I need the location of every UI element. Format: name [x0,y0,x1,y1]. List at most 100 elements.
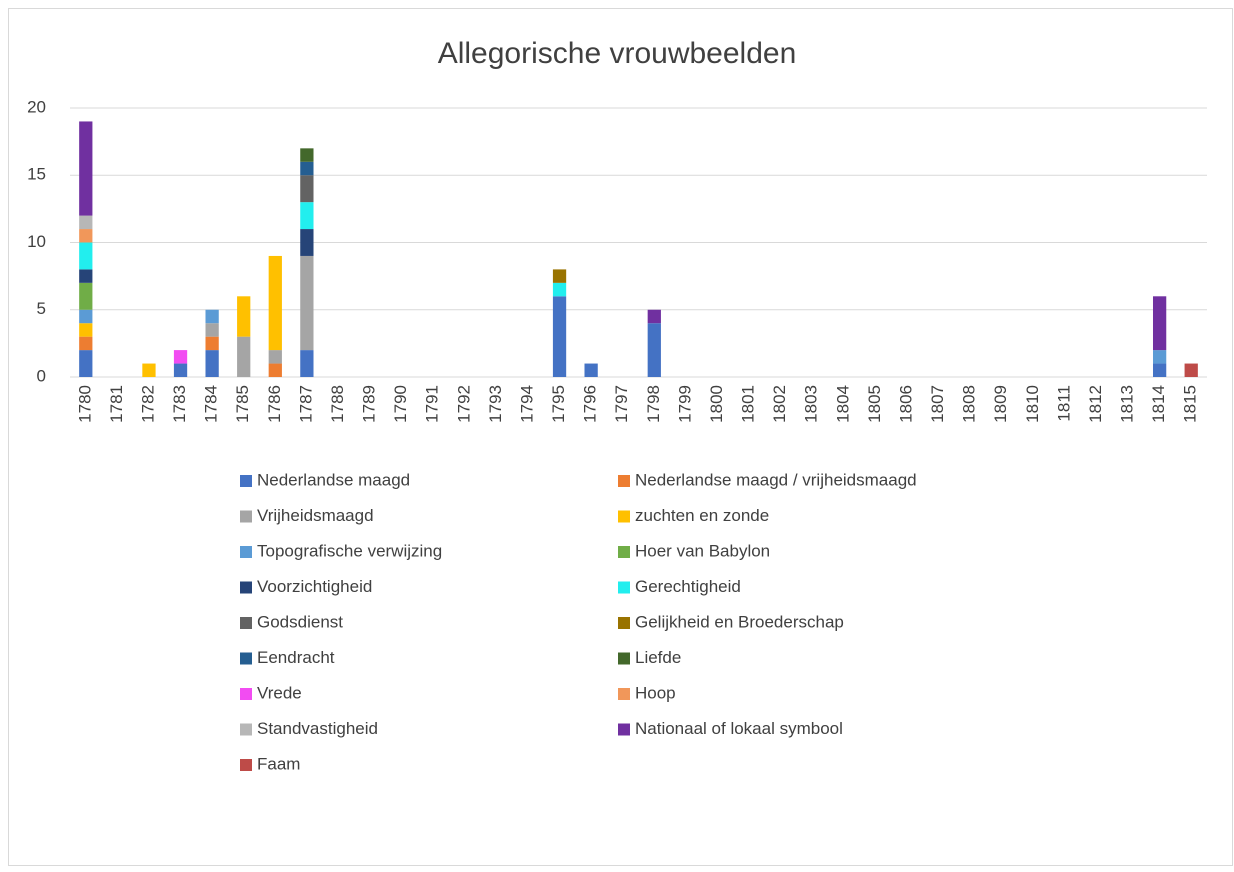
bar-segment [142,363,156,377]
legend-swatch [240,652,252,665]
x-tick-label: 1803 [802,385,821,423]
x-tick-label: 1812 [1086,385,1105,423]
bar-segment [1152,363,1167,377]
bar-segment [237,296,251,337]
x-tick-label: 1781 [107,385,126,423]
bar-segment [205,350,219,377]
x-tick-label: 1789 [360,385,379,423]
bar-segment [1152,350,1167,364]
x-tick-label: 1809 [991,385,1010,423]
y-tick-label: 20 [27,97,46,116]
x-tick-label: 1786 [265,385,284,423]
bar-segment [268,350,282,364]
x-tick-label: 1792 [454,385,473,423]
bar-segment [79,121,93,216]
bar-segment [300,350,314,377]
x-tick-label: 1804 [833,385,852,423]
legend-swatch [240,759,252,771]
bar-segment [1152,296,1167,351]
legend-swatch [240,510,252,523]
bar-segment [300,255,314,351]
x-tick-label: 1785 [233,385,252,423]
x-tick-label: 1799 [675,385,694,423]
x-tick-label: 1787 [296,385,315,423]
legend-label: Topografische verwijzing [257,541,442,560]
legend-label: Standvastigheid [257,719,378,738]
bar-segment [647,309,661,324]
bar-segment [205,323,219,337]
bar-segment [79,215,93,230]
chart-title: Allegorische vrouwbeelden [438,37,797,70]
x-tick-label: 1810 [1023,385,1042,423]
x-tick-label: 1794 [517,385,536,423]
y-tick-label: 15 [27,165,46,184]
x-tick-label: 1815 [1181,385,1200,423]
legend-swatch [618,617,630,629]
bar-segment [300,148,314,162]
chart-border [8,8,1233,866]
bar-segment [205,336,219,351]
legend-label: zuchten en zonde [635,506,769,525]
x-tick-label: 1811 [1054,385,1073,422]
legend-label: Eendracht [257,648,335,667]
bar-segment [79,242,93,270]
bar-segment [79,269,93,283]
legend-label: Nederlandse maagd / vrijheidsmaagd [635,470,917,489]
bar-segment [79,336,93,351]
legend-label: Faam [257,754,300,773]
x-tick-label: 1795 [549,385,568,423]
bar-segment [79,282,93,310]
legend-swatch [618,581,630,594]
bar-segment [237,336,251,377]
x-tick-label: 1784 [202,385,221,423]
x-tick-label: 1783 [170,385,189,423]
bar-segment [1184,363,1198,377]
legend-swatch [618,652,630,665]
y-tick-label: 5 [37,299,46,318]
bar-segment [173,350,188,364]
legend-label: Gerechtigheid [635,577,741,596]
bar-segment [300,202,314,230]
legend-swatch [240,617,252,629]
x-tick-label: 1806 [896,385,915,423]
bar-segment [552,269,567,283]
bar-segment [300,229,314,256]
x-tick-label: 1801 [739,385,758,423]
legend-swatch [618,688,630,700]
legend-swatch [240,723,252,736]
x-tick-label: 1800 [707,385,726,423]
legend-swatch [618,510,630,523]
legend-label: Godsdienst [257,612,343,631]
x-tick-label: 1780 [75,385,94,423]
bar-segment [79,309,93,324]
legend-swatch [240,688,252,700]
x-tick-label: 1796 [581,385,600,423]
legend-swatch [240,546,252,558]
legend-label: Nederlandse maagd [257,470,410,489]
bar-segment [552,296,567,377]
legend-swatch [618,475,630,487]
x-tick-label: 1813 [1118,385,1137,423]
legend-label: Liefde [635,648,681,667]
y-tick-label: 0 [37,366,46,385]
bar-segment [173,363,188,377]
legend-swatch [618,546,630,558]
bar-segment [647,323,661,377]
legend-label: Vrijheidsmaagd [257,506,374,525]
bar-segment [79,323,93,337]
x-tick-label: 1805 [865,385,884,423]
bar-segment [79,229,93,243]
legend-label: Gelijkheid en Broederschap [635,612,844,631]
legend-label: Vrede [257,683,302,702]
x-tick-label: 1788 [328,385,347,423]
bar-segment [268,255,282,351]
x-tick-label: 1797 [612,385,631,423]
legend-label: Nationaal of lokaal symbool [635,719,843,738]
x-tick-label: 1814 [1149,385,1168,423]
legend-label: Hoop [635,683,676,702]
bar-segment [79,350,93,377]
x-tick-label: 1807 [928,385,947,423]
x-tick-label: 1791 [423,385,442,423]
bar-segment [552,282,567,297]
